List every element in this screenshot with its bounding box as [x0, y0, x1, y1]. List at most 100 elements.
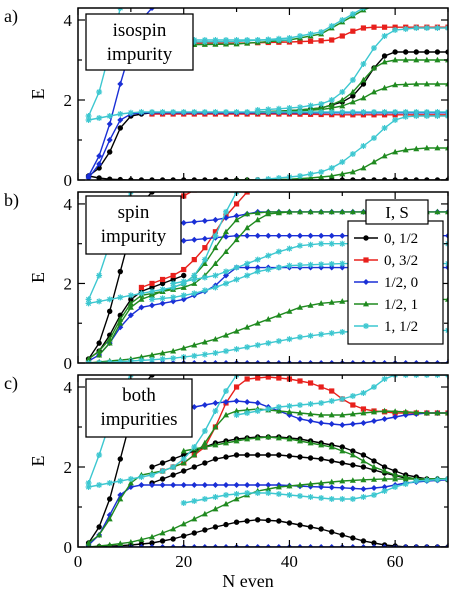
data-point [212, 505, 219, 512]
data-point [170, 482, 177, 488]
legend-marker [363, 300, 369, 307]
data-point [381, 109, 388, 115]
data-point [233, 519, 240, 525]
y-axis-label: E [28, 456, 48, 467]
data-point [149, 356, 155, 363]
data-point [371, 135, 377, 141]
data-point [381, 125, 388, 131]
data-point [244, 109, 251, 115]
data-point [254, 408, 261, 414]
data-point [138, 290, 145, 297]
y-tick-label: 4 [64, 378, 73, 397]
data-point [244, 232, 251, 239]
data-point [381, 152, 388, 159]
data-point [307, 261, 314, 268]
data-point [307, 241, 314, 248]
data-point [434, 25, 441, 31]
data-point [349, 98, 356, 105]
data-point [360, 61, 367, 67]
data-point [191, 515, 198, 522]
data-point [434, 109, 441, 115]
data-point [180, 500, 187, 506]
data-point [106, 296, 113, 303]
data-point [297, 409, 303, 416]
data-point [265, 36, 272, 43]
data-point [307, 208, 314, 215]
data-point [349, 168, 356, 175]
data-point [180, 296, 187, 303]
data-point [328, 260, 335, 267]
data-point [349, 151, 356, 157]
data-point [328, 398, 335, 404]
data-point [138, 357, 145, 363]
data-point [127, 300, 134, 306]
data-point [191, 404, 198, 410]
panel-label: b) [4, 190, 19, 211]
data-point [286, 492, 293, 498]
data-point [307, 410, 314, 417]
data-point [254, 256, 261, 263]
data-point [434, 80, 441, 87]
data-point [297, 109, 303, 115]
annotation-text: impurity [107, 44, 173, 65]
data-point [180, 219, 187, 226]
data-point [170, 298, 177, 305]
data-point [107, 496, 113, 502]
data-point [297, 334, 303, 341]
data-point [138, 109, 145, 115]
annotation-text: impurities [100, 409, 177, 430]
data-point [318, 101, 325, 107]
data-point [349, 109, 356, 115]
data-point [371, 64, 377, 71]
data-point [212, 423, 219, 430]
data-point [159, 476, 166, 482]
data-point [360, 538, 367, 544]
x-tick-label: 0 [74, 552, 83, 571]
data-point [212, 232, 219, 239]
data-point [413, 25, 420, 31]
data-point [117, 540, 124, 546]
data-point [212, 229, 219, 235]
data-point [328, 23, 335, 29]
data-point [339, 264, 346, 271]
data-point [244, 210, 251, 217]
data-point [275, 248, 282, 255]
data-point [381, 484, 388, 490]
data-point [212, 456, 219, 462]
data-point [286, 435, 293, 442]
data-point [159, 300, 166, 307]
data-point [117, 117, 124, 123]
data-point [201, 338, 208, 345]
data-point [201, 428, 208, 434]
legend-title-box [365, 199, 429, 225]
data-point [328, 208, 335, 215]
data-point [328, 478, 335, 485]
data-point [265, 485, 272, 492]
data-point [307, 332, 314, 339]
data-point [328, 97, 335, 103]
data-point [96, 161, 103, 167]
data-point [275, 232, 282, 239]
data-point [96, 351, 103, 358]
data-point [349, 208, 356, 215]
data-point [181, 533, 187, 539]
data-point [371, 24, 377, 30]
data-point [265, 208, 272, 215]
data-point [413, 409, 420, 415]
data-point [265, 452, 271, 458]
data-point [254, 342, 261, 349]
data-point [233, 327, 240, 334]
data-point [191, 109, 198, 115]
data-point [96, 298, 103, 305]
y-axis-label: E [28, 89, 48, 100]
data-point [339, 109, 346, 115]
data-point [402, 481, 409, 487]
data-point [170, 294, 177, 301]
data-point [360, 420, 367, 426]
data-point [307, 174, 314, 180]
data-point [392, 408, 399, 414]
data-point [180, 447, 187, 454]
data-point [96, 524, 102, 530]
data-point [328, 496, 335, 502]
data-point [318, 384, 324, 390]
